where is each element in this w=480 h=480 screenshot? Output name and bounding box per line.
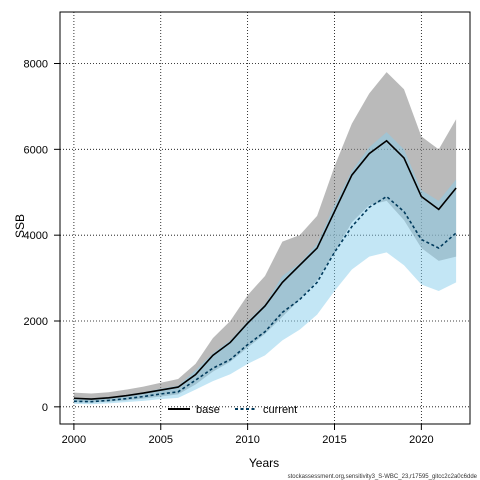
y-tick-label-6000: 6000 xyxy=(24,144,48,156)
y-axis-title: SSB xyxy=(13,214,27,238)
legend-label-base: base xyxy=(196,404,220,416)
plot-frame xyxy=(59,11,471,425)
band-current xyxy=(73,132,457,405)
x-tick-label-2005: 2005 xyxy=(149,434,173,446)
series-line-current xyxy=(73,195,457,403)
y-tick-label-2000: 2000 xyxy=(24,316,48,328)
x-axis-title: Years xyxy=(249,456,279,470)
y-tick-label-8000: 8000 xyxy=(24,59,48,71)
axes: 2000 2005 2010 2015 2020 0 2000 4000 6000 8000 xyxy=(24,11,471,446)
x-tick-label-2000: 2000 xyxy=(62,434,86,446)
legend: base current xyxy=(168,404,297,416)
footer-caption: stockassessment.org,sensitivity3_S-WBC_2… xyxy=(288,474,478,480)
band-base xyxy=(73,72,457,403)
y-tick-label-4000: 4000 xyxy=(24,230,48,242)
confidence-bands xyxy=(73,72,457,405)
x-tick-label-2010: 2010 xyxy=(235,434,259,446)
x-tick-label-2015: 2015 xyxy=(322,434,346,446)
series-line-base xyxy=(73,139,457,400)
y-tick-label-0: 0 xyxy=(42,402,48,414)
x-tick-label-2020: 2020 xyxy=(409,434,433,446)
series-lines xyxy=(73,139,457,403)
legend-label-current: current xyxy=(263,404,297,416)
